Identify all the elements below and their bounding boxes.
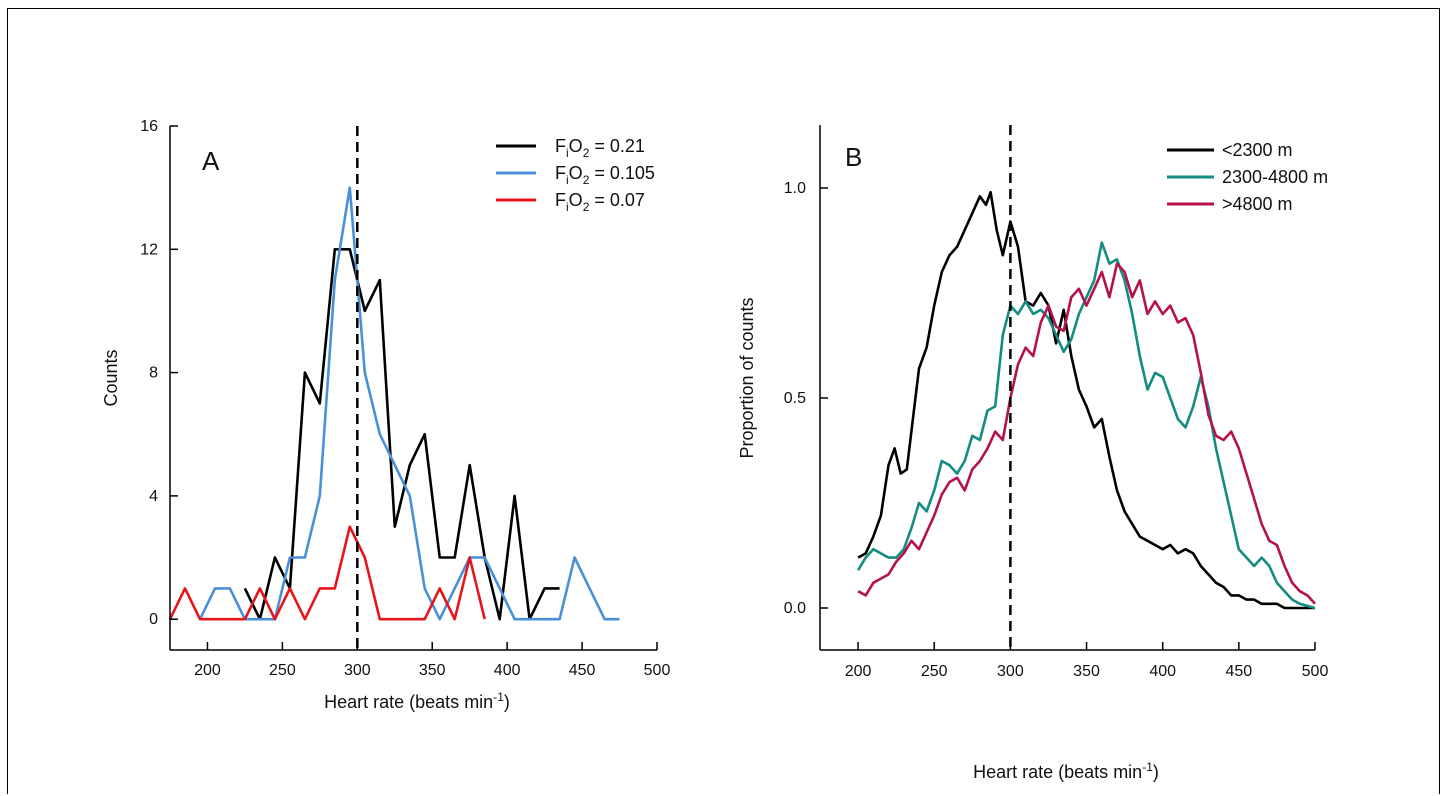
legend-label-1: FiO2 = 0.21 (555, 136, 645, 160)
series-line-3 (857, 262, 1316, 605)
legend-label-3: FiO2 = 0.07 (555, 190, 645, 214)
figure-frame (7, 8, 1440, 794)
x-tick-label: 300 (997, 663, 1024, 680)
panel-a-ticks: 0 4 8 12 16 200 250 300 350 400 450 500 (140, 118, 670, 679)
legend-label-2: 2300-4800 m (1222, 167, 1328, 187)
panel-a-letter: A (202, 146, 220, 176)
y-tick-label: 0.0 (784, 600, 806, 617)
y-tick-label: 0.5 (784, 390, 806, 407)
panel-a-x-label: Heart rate (beats min-1) (324, 690, 510, 712)
panel-a: 0 4 8 12 16 200 250 300 350 400 450 500 A Counts He… (101, 118, 670, 712)
x-tick-label: 200 (194, 662, 221, 679)
y-tick-label: 8 (149, 365, 158, 382)
x-tick-label: 350 (1073, 663, 1100, 680)
x-tick-label: 200 (845, 663, 872, 680)
panel-b-letter: B (845, 142, 862, 172)
panel-b-x-label-tail: ) (1153, 762, 1159, 782)
series-line-2 (198, 186, 620, 621)
panel-b-series-group (856, 190, 1316, 610)
series-line-3 (168, 525, 486, 621)
x-tick-label: 250 (269, 662, 296, 679)
panel-b-y-label: Proportion of counts (737, 297, 757, 458)
panel-a-legend: FiO2 = 0.21 FiO2 = 0.105 FiO2 = 0.07 (496, 136, 655, 214)
panel-a-x-label-sup: -1 (493, 690, 504, 704)
panel-a-y-label: Counts (101, 349, 121, 406)
panel-b: 0.0 0.5 1.0 200 250 300 350 400 450 500 B Proport… (737, 125, 1328, 782)
panel-a-x-label-tail: ) (504, 692, 510, 712)
x-tick-label: 300 (344, 662, 371, 679)
x-tick-label: 450 (1225, 663, 1252, 680)
legend-label-1: <2300 m (1222, 140, 1293, 160)
series-line-1 (857, 190, 1315, 610)
y-tick-label: 16 (140, 118, 158, 135)
x-tick-label: 450 (569, 662, 596, 679)
panel-b-x-label-main: Heart rate (beats min (973, 762, 1142, 782)
x-tick-label: 500 (1302, 663, 1329, 680)
x-tick-label: 400 (494, 662, 521, 679)
panel-a-x-label-main: Heart rate (beats min (324, 692, 493, 712)
panel-a-series-group (168, 186, 620, 621)
x-tick-label: 350 (419, 662, 446, 679)
y-tick-label: 0 (149, 611, 158, 628)
y-tick-label: 12 (140, 241, 158, 258)
legend-label-3: >4800 m (1222, 194, 1293, 214)
panel-b-ticks: 0.0 0.5 1.0 200 250 300 350 400 450 500 (784, 180, 1329, 680)
y-tick-label: 1.0 (784, 180, 806, 197)
panel-b-legend: <2300 m 2300-4800 m >4800 m (1167, 140, 1328, 214)
y-tick-label: 4 (149, 488, 158, 505)
panel-b-x-label-sup: -1 (1142, 760, 1153, 774)
x-tick-label: 400 (1149, 663, 1176, 680)
series-line-1 (243, 248, 560, 621)
legend-label-2: FiO2 = 0.105 (555, 163, 655, 187)
x-tick-label: 500 (644, 662, 671, 679)
x-tick-label: 250 (921, 663, 948, 680)
panel-b-x-label: Heart rate (beats min-1) (973, 760, 1159, 782)
series-line-2 (856, 241, 1316, 610)
